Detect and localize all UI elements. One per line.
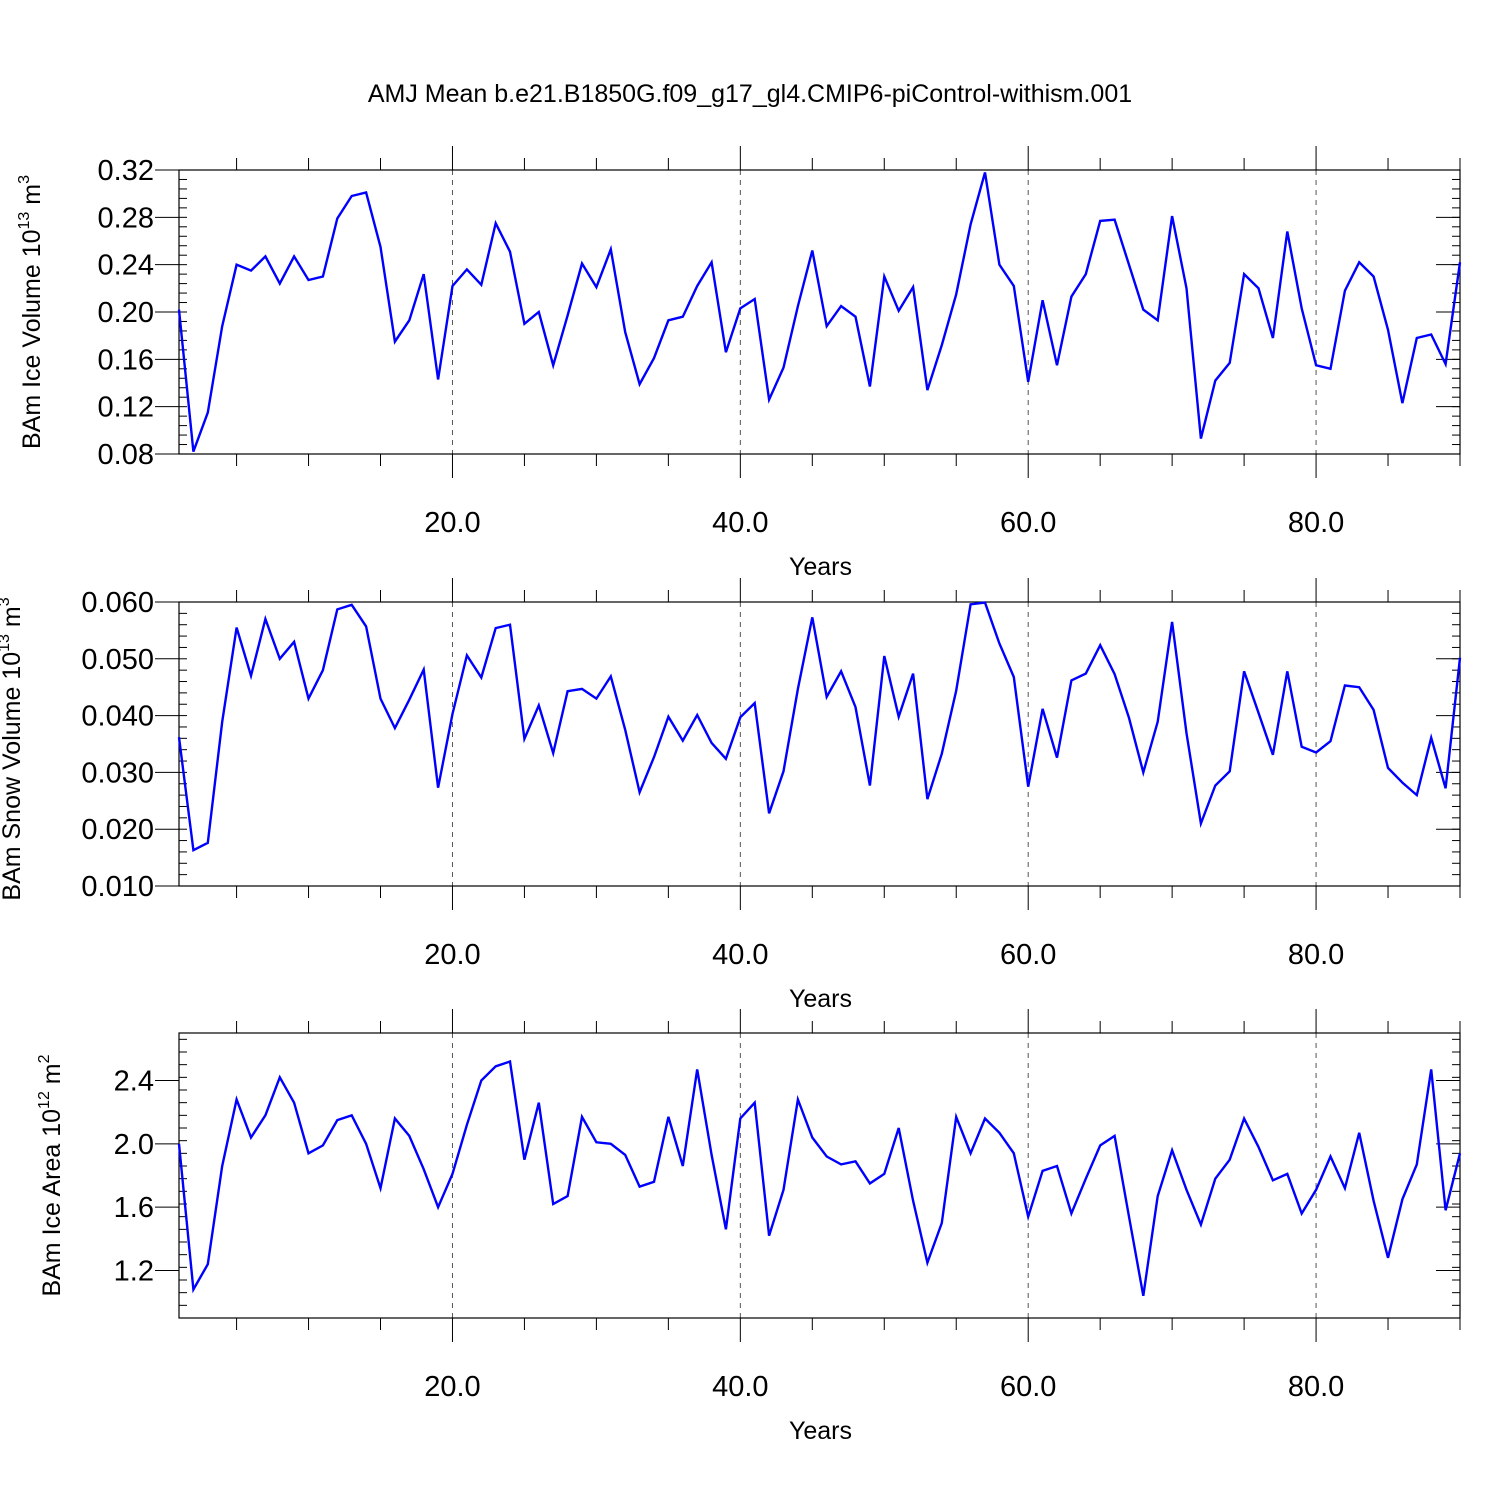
panel-3: 1.2 1.6 2.0 2.4 20.0 40.0 60.0 80.0 Years BAm Ice… — [36, 1009, 1462, 1445]
y-tick-label: 0.08 — [98, 439, 154, 471]
x-tick-label: 40.0 — [712, 939, 768, 971]
y-tick-label: 0.040 — [81, 701, 154, 733]
y-tick-label: 0.010 — [81, 871, 154, 903]
y-tick-label: 0.24 — [98, 250, 154, 282]
x-tick-label: 40.0 — [712, 507, 768, 539]
y-tick-label: 0.020 — [81, 814, 154, 846]
y-axis-label: BAm Ice Area 1012 m2 — [36, 1054, 66, 1296]
series-line — [177, 601, 1462, 853]
x-axis-label: Years — [789, 985, 852, 1013]
y-tick-label: 0.20 — [98, 297, 154, 329]
figure-title: AMJ Mean b.e21.B1850G.f09_g17_gl4.CMIP6-… — [367, 80, 1133, 108]
panel-1: 0.08 0.12 0.16 0.20 0.24 0.28 0.32 20.0 40.0 60.0… — [16, 146, 1462, 581]
x-tick-label: 60.0 — [1000, 939, 1056, 971]
y-tick-label: 0.16 — [98, 344, 154, 376]
x-tick-label: 20.0 — [424, 507, 480, 539]
y-tick-label: 2.4 — [114, 1066, 154, 1098]
x-tick-label: 40.0 — [712, 1371, 768, 1403]
y-tick-label: 0.030 — [81, 757, 154, 789]
series-line — [177, 1059, 1462, 1297]
x-axis-label: Years — [789, 1417, 852, 1445]
x-axis-label: Years — [789, 553, 852, 581]
y-tick-label: 0.050 — [81, 644, 154, 676]
y-tick-label: 1.6 — [114, 1192, 154, 1224]
x-tick-label: 20.0 — [424, 1371, 480, 1403]
x-tick-label: 60.0 — [1000, 1371, 1056, 1403]
y-tick-label: 0.28 — [98, 202, 154, 234]
x-tick-label: 20.0 — [424, 939, 480, 971]
x-tick-label: 60.0 — [1000, 507, 1056, 539]
panel-2: 0.010 0.020 0.030 0.040 0.050 0.060 20.0 40.0 60… — [0, 578, 1462, 1013]
series-line — [177, 172, 1462, 453]
x-tick-label: 80.0 — [1288, 939, 1344, 971]
y-tick-label: 0.12 — [98, 392, 154, 424]
y-tick-label: 0.32 — [98, 155, 154, 187]
y-axis-label: BAm Ice Volume 1013 m3 — [16, 175, 46, 449]
plot-frame — [178, 1032, 1461, 1319]
y-tick-label: 0.060 — [81, 587, 154, 619]
x-tick-label: 80.0 — [1288, 507, 1344, 539]
x-tick-label: 80.0 — [1288, 1371, 1344, 1403]
plot-frame — [178, 601, 1461, 887]
y-tick-label: 1.2 — [114, 1256, 154, 1288]
y-axis-label: BAm Snow Volume 1013 m3 — [0, 597, 26, 900]
y-tick-label: 2.0 — [114, 1129, 154, 1161]
